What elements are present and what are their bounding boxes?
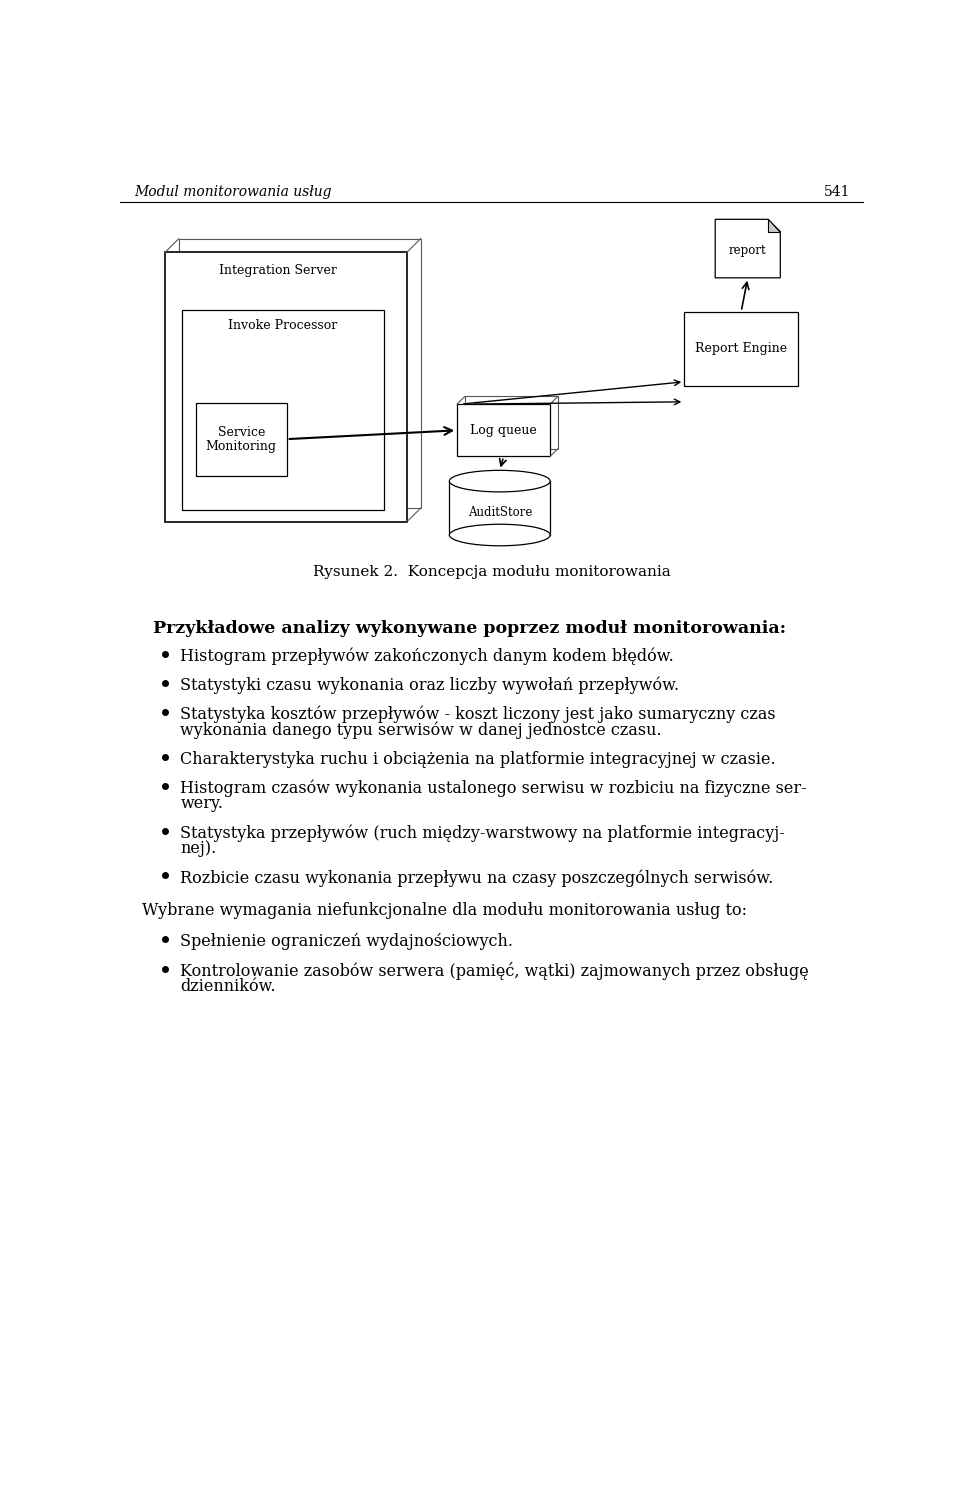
Polygon shape	[768, 220, 780, 232]
Text: AuditStore: AuditStore	[468, 506, 532, 520]
Text: Histogram czasów wykonania ustalonego serwisu w rozbiciu na fizyczne ser-: Histogram czasów wykonania ustalonego se…	[180, 780, 807, 798]
Text: Charakterystyka ruchu i obciążenia na platformie integracyjnej w czasie.: Charakterystyka ruchu i obciążenia na pl…	[180, 750, 776, 768]
Polygon shape	[715, 220, 780, 278]
Text: Monitoring: Monitoring	[205, 439, 276, 453]
Text: Histogram przepływów zakończonych danym kodem błędów.: Histogram przepływów zakończonych danym …	[180, 647, 674, 665]
Text: report: report	[729, 244, 767, 257]
Text: Rysunek 2.  Koncepcja modułu monitorowania: Rysunek 2. Koncepcja modułu monitorowani…	[313, 565, 671, 580]
Text: Modul monitorowania usług: Modul monitorowania usług	[134, 185, 331, 199]
Text: Statystyka przepływów (ruch między-warstwowy na platformie integracyj-: Statystyka przepływów (ruch między-warst…	[180, 825, 785, 843]
Text: dzienników.: dzienników.	[180, 977, 276, 995]
Text: wykonania danego typu serwisów w danej jednostce czasu.: wykonania danego typu serwisów w danej j…	[180, 722, 662, 740]
Bar	[165, 252, 407, 521]
Text: Przykładowe analizy wykonywane poprzez moduł monitorowania:: Przykładowe analizy wykonywane poprzez m…	[153, 620, 785, 636]
Text: 541: 541	[824, 185, 850, 199]
Text: Wybrane wymagania niefunkcjonalne dla modułu monitorowania usług to:: Wybrane wymagania niefunkcjonalne dla mo…	[142, 902, 747, 919]
Ellipse shape	[449, 524, 550, 545]
Text: Service: Service	[218, 426, 265, 439]
Text: wery.: wery.	[180, 795, 224, 813]
Text: Invoke Processor: Invoke Processor	[228, 320, 337, 332]
Ellipse shape	[449, 471, 550, 492]
Bar	[182, 311, 383, 511]
Text: nej).: nej).	[180, 840, 217, 858]
Text: Statystyki czasu wykonania oraz liczby wywołań przepływów.: Statystyki czasu wykonania oraz liczby w…	[180, 677, 680, 695]
Text: Rozbicie czasu wykonania przepływu na czasy poszczególnych serwisów.: Rozbicie czasu wykonania przepływu na cz…	[180, 870, 774, 887]
Text: Statystyka kosztów przepływów - koszt liczony jest jako sumaryczny czas: Statystyka kosztów przepływów - koszt li…	[180, 707, 776, 723]
Bar	[684, 312, 798, 385]
Bar	[179, 239, 420, 508]
Text: Log queue: Log queue	[470, 424, 537, 436]
Text: Integration Server: Integration Server	[219, 264, 337, 278]
Bar	[465, 396, 558, 448]
Text: Spełnienie ograniczeń wydajnościowych.: Spełnienie ograniczeń wydajnościowych.	[180, 934, 514, 950]
Text: Report Engine: Report Engine	[695, 342, 787, 356]
Bar	[457, 403, 550, 457]
Bar	[196, 402, 287, 475]
Text: Kontrolowanie zasobów serwera (pamięć, wątki) zajmowanych przez obsługę: Kontrolowanie zasobów serwera (pamięć, w…	[180, 962, 809, 980]
